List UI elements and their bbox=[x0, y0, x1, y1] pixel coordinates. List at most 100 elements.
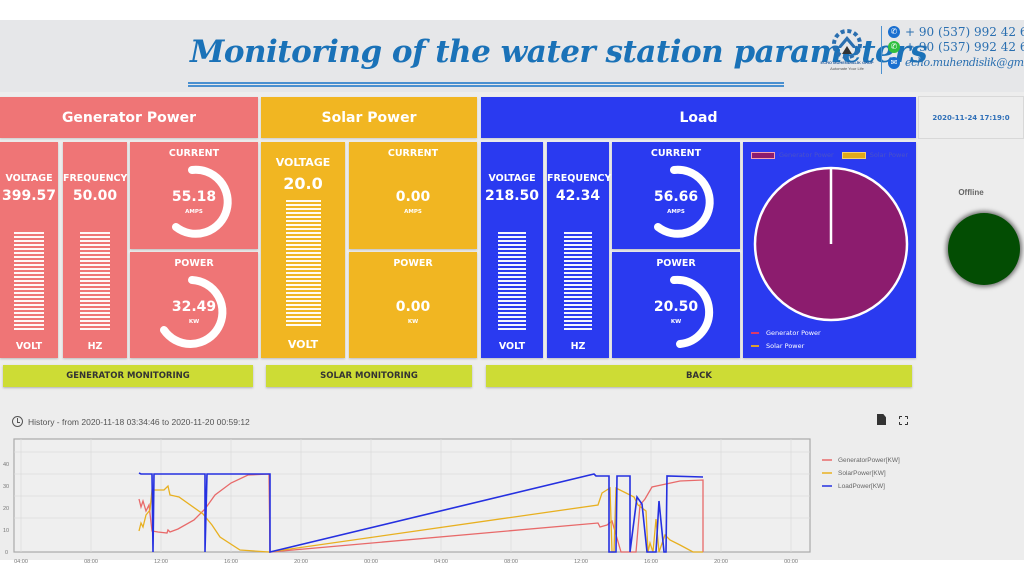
svg-text:00:00: 00:00 bbox=[364, 559, 378, 565]
load-power-label: POWER bbox=[656, 258, 696, 269]
load-current-gauge: CURRENT 56.66 AMPS bbox=[612, 142, 740, 249]
history-line-chart[interactable]: 0 10 20 30 40 04:00 08:00 12:00 16:00 20:00 00:00… bbox=[0, 435, 1024, 565]
clock-icon bbox=[12, 416, 23, 427]
generator-power-label: POWER bbox=[174, 258, 214, 269]
solar-power-label: POWER bbox=[393, 258, 433, 269]
load-panel-title: Load bbox=[481, 97, 916, 138]
history-range-text: History - from 2020-11-18 03:34:46 to 20… bbox=[28, 416, 250, 427]
load-power-arc bbox=[670, 275, 714, 348]
contact-phone[interactable]: ✆ + 90 (537) 992 42 66 bbox=[888, 24, 1024, 39]
svg-text:40: 40 bbox=[3, 462, 9, 468]
generator-frequency-value: 50.00 bbox=[72, 188, 118, 204]
generator-monitoring-button[interactable]: GENERATOR MONITORING bbox=[3, 365, 253, 387]
generator-frequency-bar-meter bbox=[80, 232, 110, 332]
generator-voltage-unit: VOLT bbox=[15, 341, 43, 352]
solar-current-value: 0.00 bbox=[395, 189, 431, 205]
svg-text:04:00: 04:00 bbox=[434, 559, 448, 565]
series-generator-power bbox=[138, 473, 704, 553]
solar-power-unit: KW bbox=[407, 319, 419, 325]
history-header: History - from 2020-11-18 03:34:46 to 20… bbox=[12, 416, 250, 427]
generator-current-value: 55.18 bbox=[171, 189, 217, 205]
pie-top-legend: Generator Power Solar Power bbox=[751, 151, 908, 159]
power-share-pie-card: Generator Power Solar Power Generator Po… bbox=[743, 142, 916, 358]
load-frequency-bar-meter bbox=[564, 232, 592, 332]
load-current-value: 56.66 bbox=[653, 189, 699, 205]
status-timestamp: 2020-11-24 17:19:0 bbox=[918, 96, 1024, 139]
logo-tagline: Automate Your Life bbox=[830, 66, 864, 71]
phone-icon: ✆ bbox=[888, 25, 900, 38]
svg-text:20:00: 20:00 bbox=[294, 559, 308, 565]
load-current-unit: AMPS bbox=[667, 209, 685, 215]
file-icon[interactable] bbox=[877, 414, 886, 425]
svg-text:20: 20 bbox=[3, 506, 9, 512]
svg-text:10: 10 bbox=[3, 528, 9, 534]
pie-bottom-legend-generator-label: Generator Power bbox=[766, 329, 821, 337]
svg-text:12:00: 12:00 bbox=[154, 559, 168, 565]
generator-frequency-label: FREQUENCY bbox=[63, 173, 128, 184]
svg-text:16:00: 16:00 bbox=[224, 559, 238, 565]
solar-voltage-value: 20.0 bbox=[283, 174, 323, 193]
generator-power-value: 32.49 bbox=[171, 299, 217, 315]
generator-power-gauge: POWER 32.49 KW bbox=[130, 252, 258, 358]
status-label: Offline bbox=[958, 188, 984, 197]
generator-current-unit: AMPS bbox=[185, 209, 203, 215]
svg-text:04:00: 04:00 bbox=[14, 559, 28, 565]
solar-monitoring-button[interactable]: SOLAR MONITORING bbox=[266, 365, 472, 387]
page-title: Monitoring of the water station paramete… bbox=[190, 34, 928, 70]
contact-whatsapp[interactable]: ✆ + 90 (537) 992 42 66 bbox=[888, 39, 1024, 54]
generator-current-gauge: CURRENT 55.18 AMPS bbox=[130, 142, 258, 249]
pie-bottom-legend-generator: Generator Power bbox=[751, 329, 821, 337]
contact-email-text: echo.muhendislik@gmail.com bbox=[905, 56, 1024, 69]
load-frequency-unit: HZ bbox=[570, 341, 586, 352]
status-led-indicator bbox=[948, 213, 1020, 285]
solar-voltage-bar-meter bbox=[286, 200, 321, 326]
dashboard-page: Monitoring of the water station paramete… bbox=[0, 20, 1024, 565]
email-icon: ✉ bbox=[888, 56, 900, 69]
power-share-pie-chart[interactable] bbox=[753, 166, 909, 322]
load-frequency-value: 42.34 bbox=[555, 188, 601, 204]
generator-frequency-unit: HZ bbox=[87, 341, 103, 352]
chart-legend: GeneratorPower[KW] SolarPower[KW] LoadPo… bbox=[822, 457, 900, 490]
svg-text:20:00: 20:00 bbox=[714, 559, 728, 565]
contact-divider bbox=[881, 26, 882, 74]
contact-phone-text: + 90 (537) 992 42 66 bbox=[905, 24, 1024, 39]
y-axis-ticks: 0 10 20 30 40 bbox=[3, 462, 9, 556]
load-power-value: 20.50 bbox=[653, 299, 699, 315]
load-current-label: CURRENT bbox=[650, 148, 702, 159]
legend-generator-power: GeneratorPower[KW] bbox=[838, 457, 900, 464]
load-voltage-card: VOLTAGE 218.50 VOLT bbox=[481, 142, 543, 358]
svg-text:08:00: 08:00 bbox=[504, 559, 518, 565]
contact-email[interactable]: ✉ echo.muhendislik@gmail.com bbox=[888, 55, 1024, 70]
solar-voltage-card: VOLTAGE 20.0 VOLT bbox=[261, 142, 345, 358]
load-voltage-unit: VOLT bbox=[498, 341, 526, 352]
legend-load-power: LoadPower[KW] bbox=[838, 483, 885, 490]
fullscreen-icon[interactable] bbox=[899, 416, 908, 425]
svg-text:16:00: 16:00 bbox=[644, 559, 658, 565]
generator-voltage-bar-meter bbox=[14, 232, 44, 332]
load-voltage-value: 218.50 bbox=[484, 188, 540, 204]
pie-top-legend-generator[interactable]: Generator Power bbox=[779, 151, 834, 159]
whatsapp-icon: ✆ bbox=[888, 40, 900, 53]
generator-voltage-value: 399.57 bbox=[1, 188, 57, 204]
logo-name: ECHO MÜHENDİSLİK GRUP bbox=[820, 60, 874, 65]
load-current-arc bbox=[654, 165, 714, 238]
pie-top-legend-solar[interactable]: Solar Power bbox=[869, 151, 909, 159]
pie-bottom-legend-solar-label: Solar Power bbox=[766, 342, 805, 350]
solar-current-gauge: CURRENT 0.00 AMPS bbox=[349, 142, 477, 249]
header: Monitoring of the water station paramete… bbox=[0, 20, 1024, 92]
svg-text:30: 30 bbox=[3, 484, 9, 490]
generator-current-label: CURRENT bbox=[168, 148, 220, 159]
generator-power-arc bbox=[160, 276, 227, 348]
load-power-unit: KW bbox=[670, 319, 682, 325]
legend-line-solar bbox=[751, 345, 759, 347]
solar-power-gauge: POWER 0.00 KW bbox=[349, 252, 477, 358]
legend-swatch-generator bbox=[751, 151, 775, 159]
generator-voltage-card: VOLTAGE 399.57 VOLT bbox=[0, 142, 58, 358]
pie-bottom-legend-solar: Solar Power bbox=[751, 342, 804, 350]
back-button[interactable]: BACK bbox=[486, 365, 912, 387]
legend-swatch-solar bbox=[841, 151, 866, 159]
svg-text:12:00: 12:00 bbox=[574, 559, 588, 565]
svg-text:08:00: 08:00 bbox=[84, 559, 98, 565]
svg-text:00:00: 00:00 bbox=[784, 559, 798, 565]
series-load-power bbox=[138, 472, 704, 554]
